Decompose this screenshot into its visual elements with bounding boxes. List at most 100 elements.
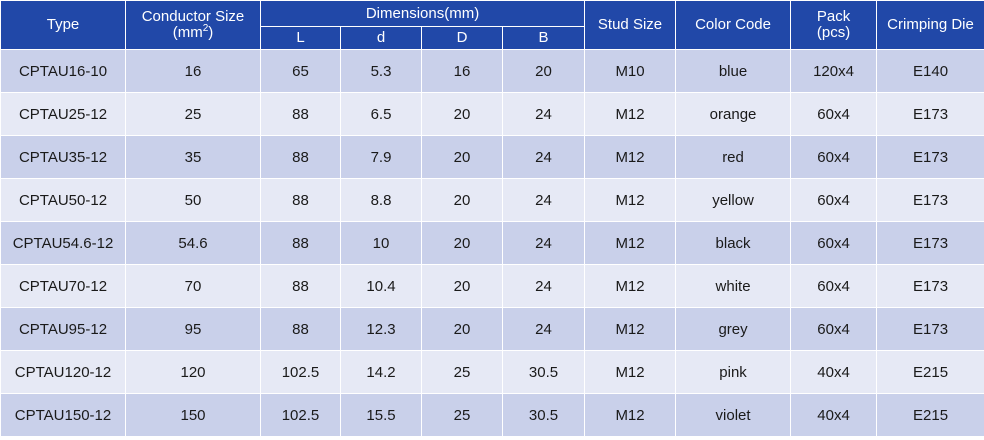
spec-table-body: CPTAU16-10 16 65 5.3 16 20 M10 blue 120x… (0, 49, 984, 437)
table-row: CPTAU54.6-12 54.6 88 10 20 24 M12 black … (0, 221, 984, 265)
cell-crimping-die: E215 (876, 393, 984, 437)
cell-stud-size: M12 (584, 307, 677, 351)
conductor-unit-prefix: (mm (172, 24, 203, 41)
cell-dim-d: 20 (421, 135, 503, 179)
cell-color-code: pink (675, 350, 792, 394)
cell-conductor-size: 70 (125, 264, 261, 308)
cell-conductor-size: 150 (125, 393, 261, 437)
cell-crimping-die: E173 (876, 92, 984, 136)
cell-conductor-size: 54.6 (125, 221, 261, 265)
cell-dim-l: 88 (260, 221, 341, 265)
table-row: CPTAU25-12 25 88 6.5 20 24 M12 orange 60… (0, 92, 984, 136)
cell-stud-size: M12 (584, 264, 677, 308)
conductor-size-label: Conductor Size (141, 8, 245, 25)
table-row: CPTAU16-10 16 65 5.3 16 20 M10 blue 120x… (0, 49, 984, 93)
cell-conductor-size: 50 (125, 178, 261, 222)
cell-type: CPTAU35-12 (0, 135, 126, 179)
cell-stud-size: M12 (584, 135, 677, 179)
cell-dim-l: 88 (260, 92, 341, 136)
cell-pack: 60x4 (790, 178, 878, 222)
cell-stud-size: M12 (584, 178, 677, 222)
cell-stud-size: M10 (584, 49, 677, 93)
cell-conductor-size: 25 (125, 92, 261, 136)
cell-stud-size: M12 (584, 221, 677, 265)
cell-dim-d: 20 (421, 264, 503, 308)
cell-stud-size: M12 (584, 393, 677, 437)
cell-dim-d-small: 14.2 (340, 350, 422, 394)
cell-color-code: red (675, 135, 792, 179)
cell-type: CPTAU25-12 (0, 92, 126, 136)
cell-conductor-size: 35 (125, 135, 261, 179)
cell-dim-d-small: 8.8 (340, 178, 422, 222)
cell-conductor-size: 16 (125, 49, 261, 93)
cell-type: CPTAU16-10 (0, 49, 126, 93)
header-pack: Pack (pcs) (790, 0, 878, 50)
cell-conductor-size: 120 (125, 350, 261, 394)
pack-unit: (pcs) (816, 24, 851, 41)
cell-type: CPTAU120-12 (0, 350, 126, 394)
cell-crimping-die: E173 (876, 221, 984, 265)
cell-dim-l: 102.5 (260, 393, 341, 437)
cell-conductor-size: 95 (125, 307, 261, 351)
cell-dim-b: 24 (501, 221, 586, 265)
cell-type: CPTAU50-12 (0, 178, 126, 222)
conductor-unit-suffix: ) (208, 24, 214, 41)
cell-crimping-die: E173 (876, 135, 984, 179)
conductor-unit-superscript: 2 (202, 23, 209, 34)
header-color-code: Color Code (675, 0, 792, 50)
cell-pack: 120x4 (790, 49, 878, 93)
cell-dim-d: 20 (421, 92, 503, 136)
header-stud-size: Stud Size (584, 0, 677, 50)
cell-dim-l: 88 (260, 264, 341, 308)
cell-dim-d: 20 (421, 178, 503, 222)
cell-dim-b: 24 (501, 178, 586, 222)
cell-dim-d: 25 (421, 350, 503, 394)
cell-dim-l: 88 (260, 135, 341, 179)
cell-pack: 40x4 (790, 393, 878, 437)
cell-dim-d-small: 6.5 (340, 92, 422, 136)
cell-dim-d: 20 (421, 221, 503, 265)
cell-dim-b: 30.5 (501, 350, 586, 394)
header-type: Type (0, 0, 126, 50)
cell-dim-d-small: 5.3 (340, 49, 422, 93)
cell-stud-size: M12 (584, 350, 677, 394)
table-row: CPTAU150-12 150 102.5 15.5 25 30.5 M12 v… (0, 393, 984, 437)
cell-dim-b: 24 (501, 135, 586, 179)
cell-pack: 60x4 (790, 135, 878, 179)
cell-type: CPTAU95-12 (0, 307, 126, 351)
cell-dim-b: 30.5 (501, 393, 586, 437)
cell-crimping-die: E173 (876, 307, 984, 351)
header-crimping-die: Crimping Die (876, 0, 984, 50)
cell-type: CPTAU70-12 (0, 264, 126, 308)
table-row: CPTAU35-12 35 88 7.9 20 24 M12 red 60x4 … (0, 135, 984, 179)
header-conductor-size: Conductor Size (mm2) (125, 0, 261, 50)
cell-dim-l: 65 (260, 49, 341, 93)
cell-dim-l: 88 (260, 307, 341, 351)
cell-dim-l: 88 (260, 178, 341, 222)
header-dim-b: B (501, 26, 586, 50)
cell-color-code: grey (675, 307, 792, 351)
cell-crimping-die: E215 (876, 350, 984, 394)
cell-crimping-die: E173 (876, 178, 984, 222)
cell-dim-d-small: 15.5 (340, 393, 422, 437)
cell-dim-l: 102.5 (260, 350, 341, 394)
table-row: CPTAU70-12 70 88 10.4 20 24 M12 white 60… (0, 264, 984, 308)
cell-dim-d-small: 12.3 (340, 307, 422, 351)
cell-dim-d-small: 10.4 (340, 264, 422, 308)
cell-color-code: black (675, 221, 792, 265)
table-row: CPTAU50-12 50 88 8.8 20 24 M12 yellow 60… (0, 178, 984, 222)
cell-stud-size: M12 (584, 92, 677, 136)
cell-dim-d: 16 (421, 49, 503, 93)
cell-color-code: orange (675, 92, 792, 136)
cell-pack: 60x4 (790, 221, 878, 265)
cell-dim-d-small: 10 (340, 221, 422, 265)
cell-pack: 60x4 (790, 307, 878, 351)
cell-dim-d: 20 (421, 307, 503, 351)
table-row: CPTAU95-12 95 88 12.3 20 24 M12 grey 60x… (0, 307, 984, 351)
cell-dim-b: 24 (501, 307, 586, 351)
cell-color-code: blue (675, 49, 792, 93)
cell-dim-b: 24 (501, 92, 586, 136)
cell-dim-d: 25 (421, 393, 503, 437)
cell-dim-b: 20 (501, 49, 586, 93)
